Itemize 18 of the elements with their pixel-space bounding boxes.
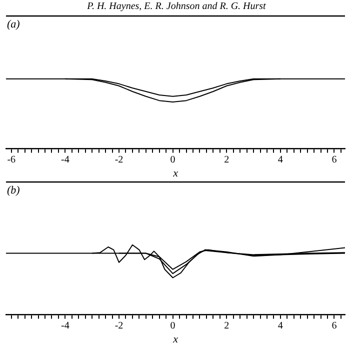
x-tick-label: 0 — [170, 154, 176, 166]
x-tick-label: 6 — [332, 320, 337, 332]
chart-title: (a) — [7, 18, 20, 30]
x-tick-label: 6 — [332, 154, 337, 166]
x-tick-label: 2 — [224, 320, 230, 332]
x-tick-label: 0 — [170, 320, 176, 332]
text: P. H. Haynes, E. R. Johnson and R. G. Hurst — [86, 0, 267, 14]
x-tick-label: 2 — [224, 154, 230, 166]
x-tick-label: -4 — [61, 154, 70, 166]
x-tick-label: -6 — [7, 154, 16, 166]
x-tick-label: -2 — [114, 154, 124, 166]
x-tick-label: 4 — [278, 320, 283, 332]
x-tick-label: 4 — [278, 154, 283, 166]
x-axis-title: x — [172, 333, 178, 346]
chart-title: (b) — [7, 184, 20, 196]
x-tick-label: -2 — [114, 320, 124, 332]
x-tick-label: -4 — [61, 320, 70, 332]
x-axis-title: x — [172, 167, 178, 180]
